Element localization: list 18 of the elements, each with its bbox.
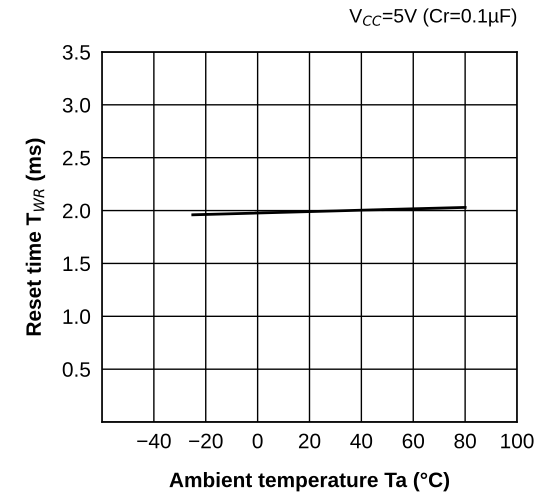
y-axis-title: Reset time T$_{WR}$ (ms): [26, 138, 46, 336]
x-tick-label: 20: [298, 434, 320, 448]
x-tick-label: 40: [350, 434, 372, 448]
x-tick-label: 80: [454, 434, 476, 448]
y-tick-label: 1.5: [64, 256, 90, 272]
x-tick-label: −20: [189, 434, 223, 448]
x-tick-label: 60: [402, 434, 424, 448]
y-tick-label: 1.0: [64, 309, 90, 324]
y-tick-label: 0.5: [62, 362, 90, 377]
y-tick-label: 3.5: [62, 45, 90, 60]
x-axis-title: Ambient temperature Ta (°C): [169, 472, 450, 492]
x-tick-label: −40: [137, 434, 171, 448]
x-tick-label: 0: [252, 434, 263, 448]
y-tick-label: 3.0: [62, 98, 90, 113]
y-tick-label: 2.0: [62, 204, 90, 218]
text: V$_{CC}$=5V (Cr=0.1µF): [349, 8, 516, 26]
y-tick-label: 2.5: [62, 150, 90, 166]
x-tick-label: 100: [501, 434, 534, 448]
